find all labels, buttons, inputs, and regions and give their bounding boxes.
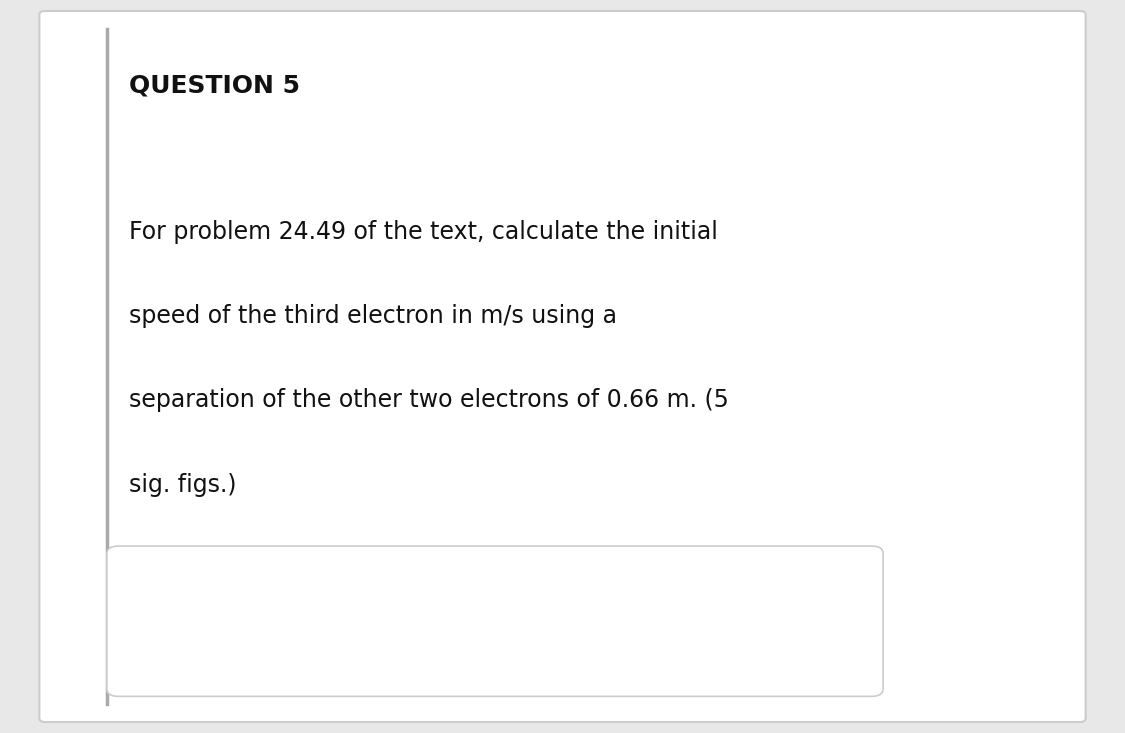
Text: sig. figs.): sig. figs.) xyxy=(129,473,237,497)
Text: For problem 24.49 of the text, calculate the initial: For problem 24.49 of the text, calculate… xyxy=(129,220,718,244)
FancyBboxPatch shape xyxy=(107,546,883,696)
Text: separation of the other two electrons of 0.66 m. (5: separation of the other two electrons of… xyxy=(129,388,729,413)
Text: QUESTION 5: QUESTION 5 xyxy=(129,73,300,97)
FancyBboxPatch shape xyxy=(39,11,1086,722)
Text: speed of the third electron in m/s using a: speed of the third electron in m/s using… xyxy=(129,304,618,328)
